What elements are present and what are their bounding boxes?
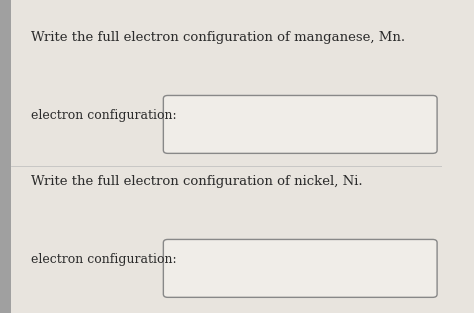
FancyBboxPatch shape [164, 95, 437, 153]
Text: Write the full electron configuration of nickel, Ni.: Write the full electron configuration of… [31, 175, 363, 188]
FancyBboxPatch shape [164, 239, 437, 297]
Text: Write the full electron configuration of manganese, Mn.: Write the full electron configuration of… [31, 31, 405, 44]
Text: electron configuration:: electron configuration: [31, 253, 176, 266]
Bar [0, 0, 11, 313]
Text: electron configuration:: electron configuration: [31, 109, 176, 122]
